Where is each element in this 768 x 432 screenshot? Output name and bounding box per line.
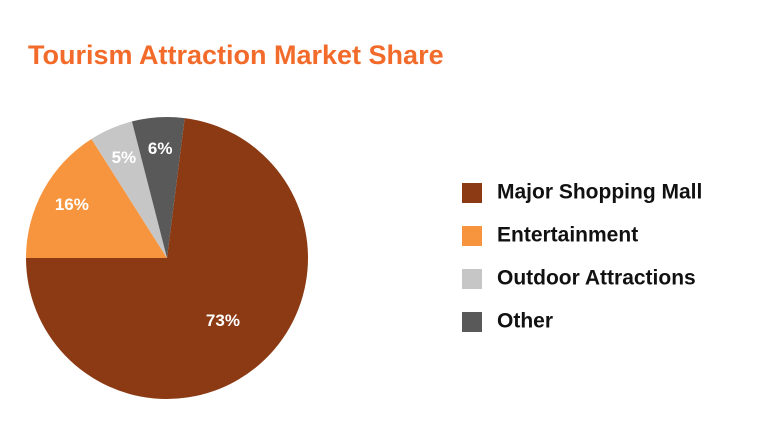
- pie-slice: [91, 121, 167, 258]
- legend-label: Entertainment: [497, 224, 638, 247]
- legend-swatch: [462, 226, 482, 246]
- legend-swatch: [462, 269, 482, 289]
- slice-label: 73%: [206, 311, 240, 330]
- pie-slice: [131, 117, 185, 258]
- pie-slice: [26, 118, 308, 399]
- legend-label: Major Shopping Mall: [497, 181, 702, 204]
- legend-swatch: [462, 183, 482, 203]
- legend-label: Outdoor Attractions: [497, 267, 696, 290]
- slice-label: 6%: [148, 139, 173, 158]
- slice-label: 5%: [112, 148, 137, 167]
- legend-swatch: [462, 312, 482, 332]
- legend-label: Other: [497, 310, 553, 333]
- chart-title: Tourism Attraction Market Share: [28, 40, 444, 70]
- slice-label: 16%: [55, 195, 89, 214]
- pie-slice: [26, 138, 167, 258]
